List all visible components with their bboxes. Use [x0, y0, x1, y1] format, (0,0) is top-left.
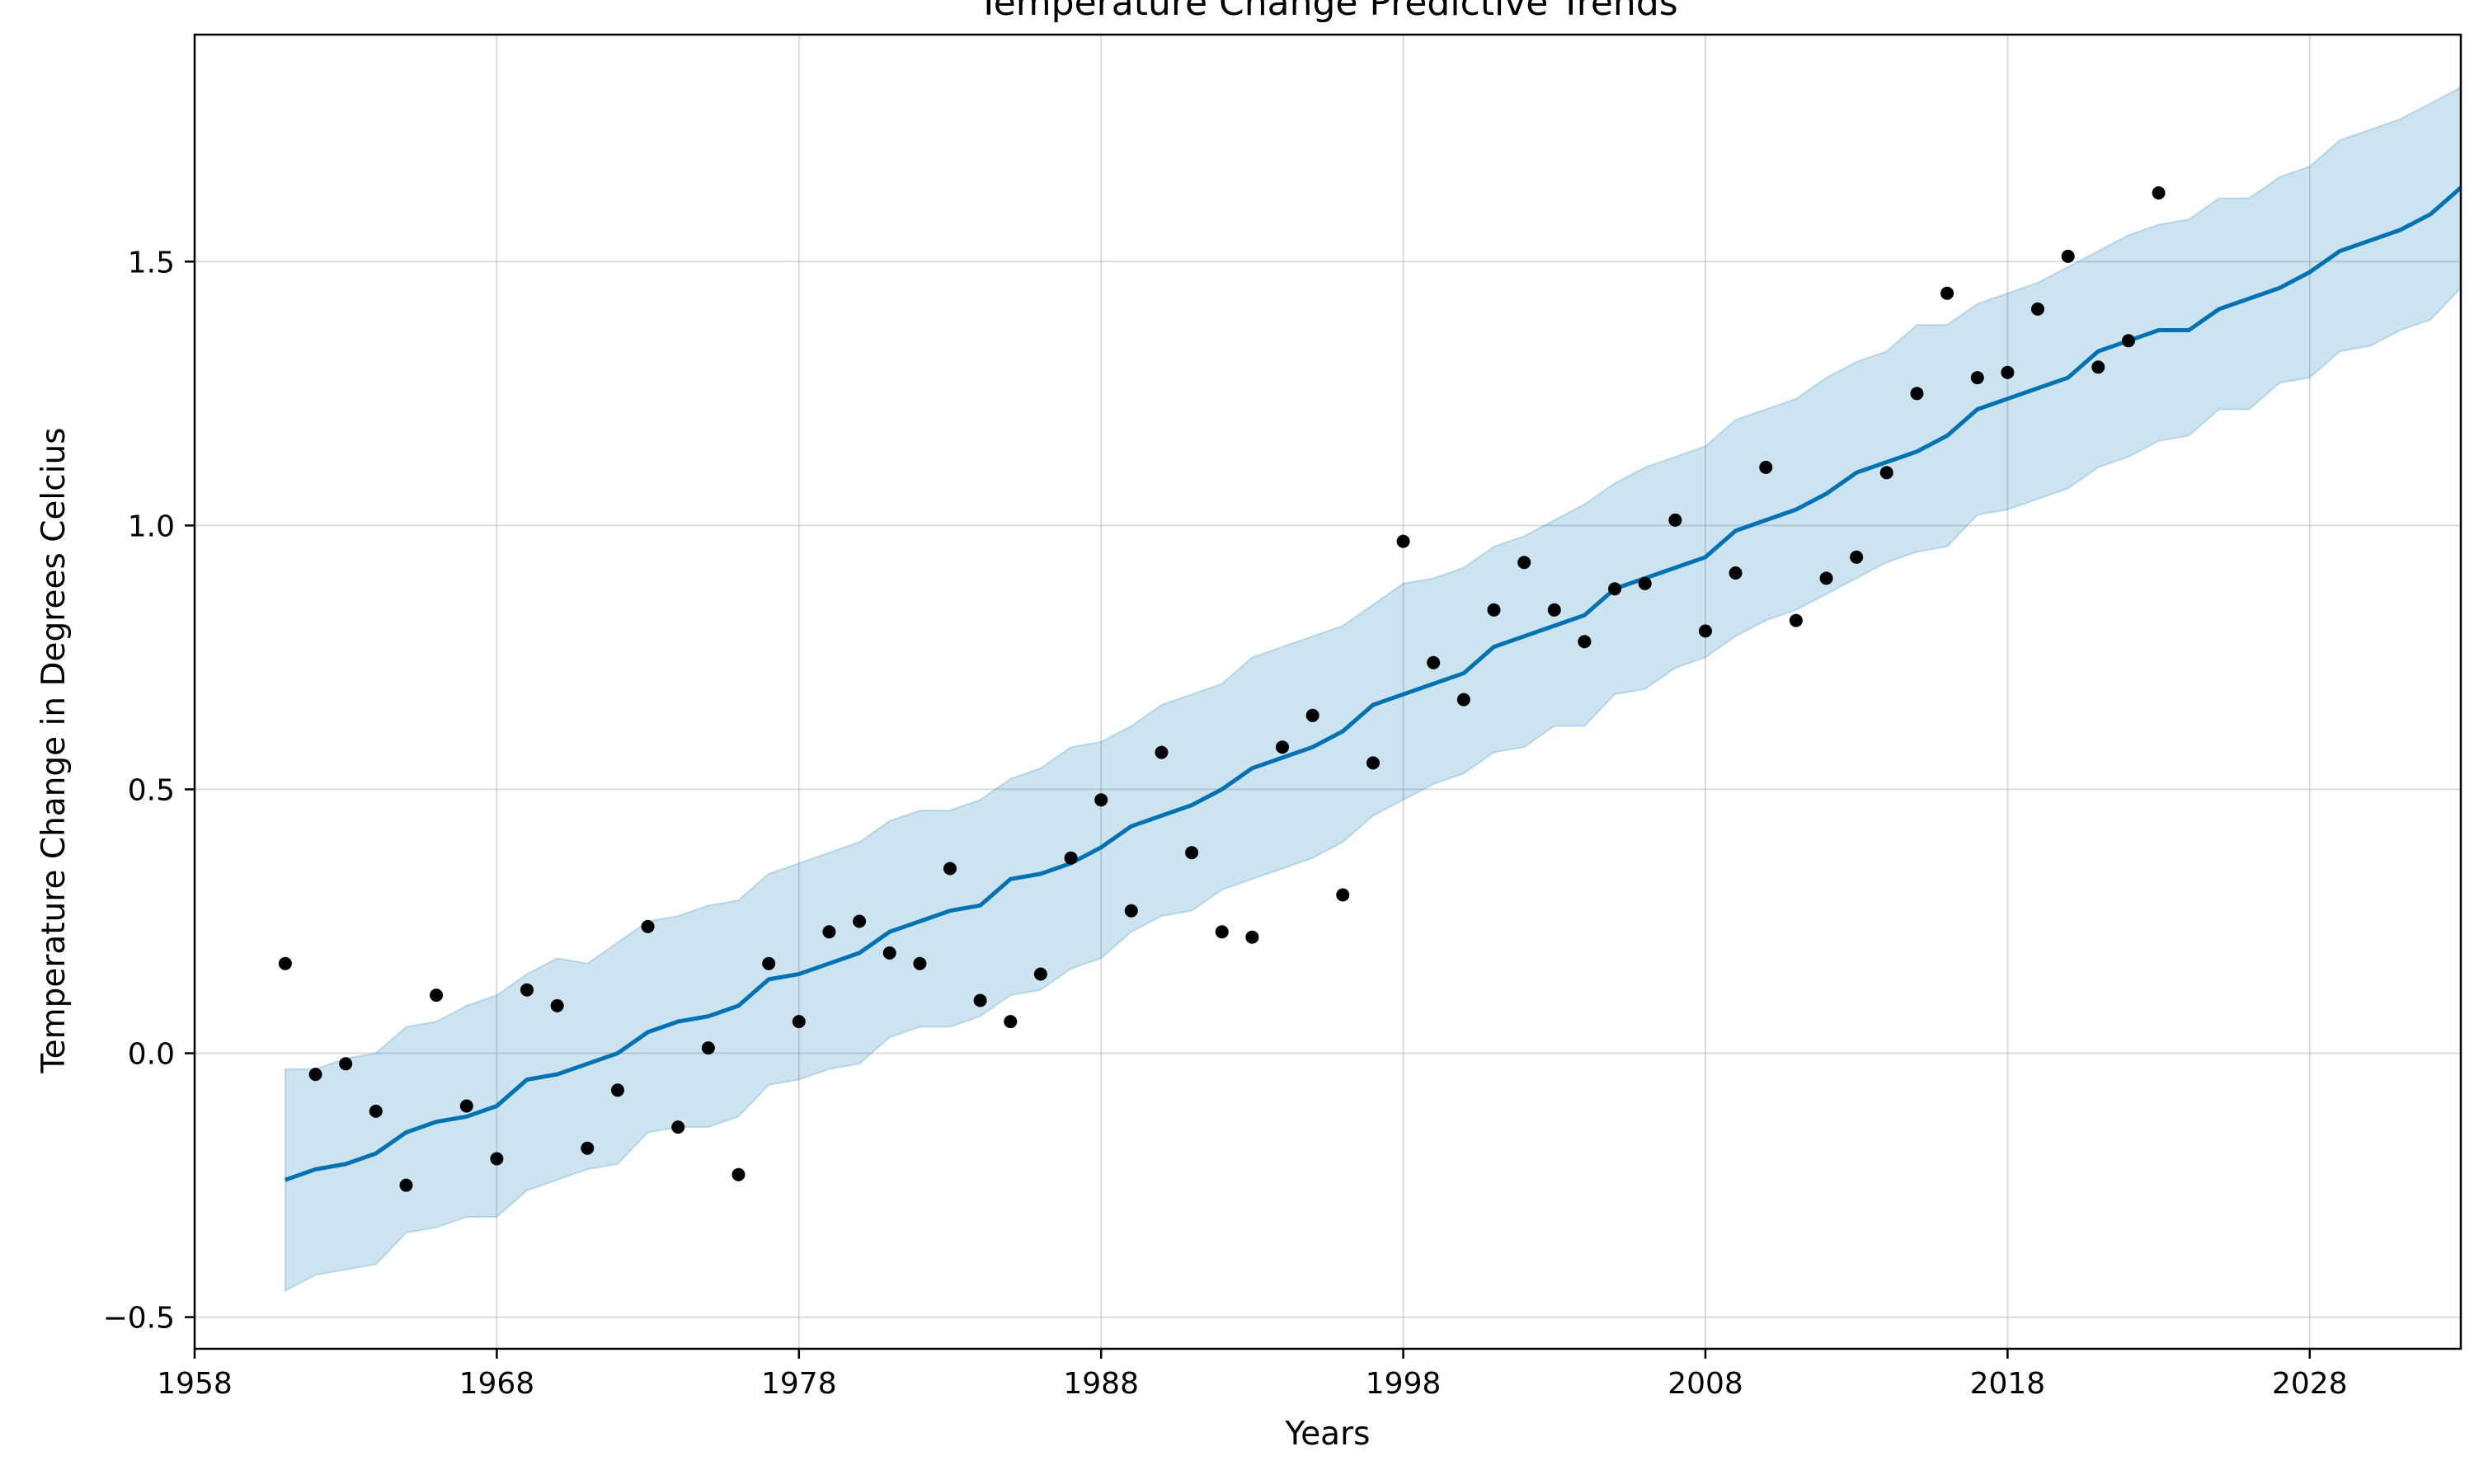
observed-point	[1517, 556, 1531, 570]
observed-point	[792, 1015, 806, 1029]
y-tick-label: 1.0	[128, 510, 175, 543]
observed-point	[1155, 745, 1169, 759]
x-axis-label: Years	[1285, 1416, 1371, 1453]
observed-point	[1094, 793, 1108, 807]
x-tick-label: 1958	[157, 1367, 233, 1401]
observed-point	[913, 956, 927, 970]
y-tick-label: 1.5	[128, 246, 175, 279]
observed-point	[1638, 576, 1652, 590]
observed-point	[1185, 846, 1199, 860]
observed-point	[1305, 708, 1319, 722]
y-axis-label: Temperature Change in Degrees Celcius	[35, 427, 73, 1073]
chart-title: Temperature Change Predictive Trends	[976, 0, 1677, 24]
observed-point	[459, 1099, 473, 1113]
y-tick-label: −0.5	[103, 1302, 175, 1336]
observed-point	[1124, 904, 1138, 918]
observed-point	[1759, 460, 1773, 474]
observed-point	[1245, 930, 1259, 944]
observed-point	[943, 862, 957, 876]
observed-point	[1366, 756, 1380, 770]
observed-point	[1427, 655, 1441, 669]
observed-point	[822, 925, 836, 939]
x-tick-label: 2028	[2272, 1367, 2348, 1401]
observed-point	[2122, 334, 2135, 348]
observed-point	[2152, 186, 2166, 200]
x-tick-label: 1998	[1366, 1367, 1442, 1401]
observed-point	[1668, 513, 1682, 527]
observed-point	[611, 1083, 624, 1097]
observed-point	[1396, 534, 1410, 548]
observed-point	[641, 919, 655, 933]
observed-point	[882, 946, 896, 960]
observed-point	[369, 1104, 383, 1118]
observed-point	[1608, 582, 1622, 596]
observed-point	[1910, 387, 1924, 401]
observed-point	[1487, 603, 1501, 617]
observed-point	[2001, 365, 2015, 379]
x-tick-label: 2008	[1667, 1367, 1743, 1401]
observed-point	[1850, 550, 1864, 564]
observed-point	[1970, 371, 1984, 385]
observed-point	[520, 983, 534, 997]
observed-point	[581, 1141, 595, 1155]
observed-point	[1729, 566, 1743, 580]
observed-point	[1215, 925, 1229, 939]
observed-point	[1336, 888, 1350, 902]
x-tick-label: 2018	[1970, 1367, 2046, 1401]
observed-point	[1578, 635, 1592, 649]
x-tick-label: 1968	[459, 1367, 535, 1401]
y-tick-label: 0.5	[128, 773, 175, 807]
observed-point	[762, 956, 776, 970]
y-tick-label: 0.0	[128, 1038, 175, 1072]
x-axis: 1958 1968 1978 1988 1998 2008 2018 2028	[157, 1349, 2348, 1401]
observed-point	[1276, 740, 1289, 754]
observed-point	[1819, 571, 1833, 585]
grid	[194, 35, 2461, 1349]
x-tick-label: 1978	[761, 1367, 837, 1401]
observed-point	[1789, 613, 1803, 627]
plot-frame	[193, 33, 2462, 1350]
observed-point	[671, 1120, 685, 1134]
observed-point	[701, 1041, 715, 1055]
observed-point	[308, 1068, 322, 1082]
forecast-trend-line	[285, 186, 2462, 1182]
observed-point	[853, 914, 867, 928]
y-axis: −0.5 0.0 0.5 1.0 1.5	[103, 246, 195, 1336]
observed-point	[1456, 693, 1470, 707]
observed-point	[1033, 967, 1047, 981]
observed-points	[278, 186, 2166, 1192]
observed-point	[430, 989, 444, 1003]
x-tick-label: 1988	[1063, 1367, 1139, 1401]
observed-point	[1699, 624, 1712, 638]
observed-point	[2031, 302, 2044, 316]
observed-point	[550, 998, 564, 1012]
observed-point	[278, 956, 292, 970]
observed-point	[1940, 286, 1954, 300]
observed-point	[731, 1167, 745, 1181]
observed-point	[1547, 603, 1561, 617]
observed-point	[2091, 360, 2105, 374]
observed-point	[2061, 249, 2075, 263]
observed-point	[490, 1152, 504, 1166]
observed-point	[1879, 466, 1893, 480]
observed-point	[399, 1178, 413, 1192]
observed-point	[973, 993, 987, 1007]
observed-point	[1004, 1015, 1018, 1029]
observed-point	[1064, 851, 1078, 865]
observed-point	[339, 1057, 353, 1071]
